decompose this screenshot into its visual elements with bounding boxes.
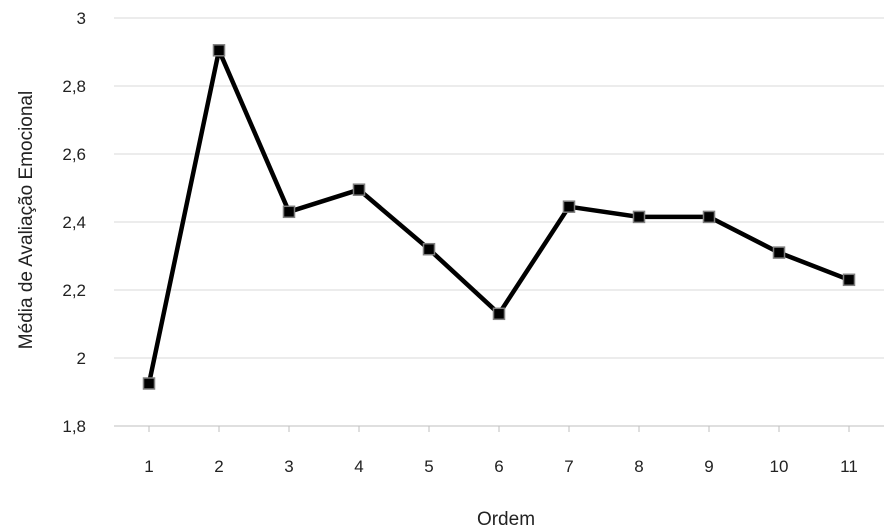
x-tick-label: 3: [284, 457, 293, 476]
series-line: [146, 48, 852, 386]
y-tick-label: 2: [77, 349, 86, 368]
data-point-marker: [352, 183, 366, 196]
tick-labels: 1,8 2 2,2 2,4 2,6 2,8 3 1 2 3 4 5 6 7 8 9 10 11: [62, 9, 857, 476]
x-tick-label: 11: [840, 457, 858, 476]
y-tick-label: 2,4: [62, 213, 86, 232]
y-tick-label: 2,2: [62, 281, 86, 300]
data-point-marker: [212, 44, 226, 57]
data-point-marker: [632, 210, 646, 224]
data-point-marker: [562, 200, 576, 213]
y-tick-label: 3: [77, 9, 86, 28]
data-point-marker: [142, 377, 156, 390]
y-tick-label: 1,8: [62, 417, 86, 436]
x-tick-label: 1: [144, 457, 153, 476]
gridlines: [114, 17, 884, 359]
data-point-marker: [842, 273, 856, 287]
data-point-marker: [492, 307, 506, 321]
x-tick-label: 4: [354, 457, 363, 476]
x-tick-label: 2: [214, 457, 223, 476]
data-point-marker: [282, 205, 296, 219]
data-point-marker: [422, 242, 436, 256]
series-layer: [142, 44, 856, 390]
x-tick-label: 9: [704, 457, 713, 476]
x-tick-label: 7: [564, 457, 573, 476]
x-tick-label: 6: [494, 457, 503, 476]
y-axis-title: Média de Avaliação Emocional: [16, 91, 37, 349]
x-tick-label: 8: [634, 457, 643, 476]
data-point-marker: [772, 246, 786, 259]
x-axis-title: Ordem: [477, 509, 535, 530]
data-point-marker: [702, 210, 716, 224]
x-tick-label: 10: [770, 457, 789, 476]
y-tick-label: 2,6: [62, 145, 86, 164]
x-tick-label: 5: [424, 457, 433, 476]
x-axis: [114, 425, 884, 432]
y-tick-label: 2,8: [62, 77, 86, 96]
